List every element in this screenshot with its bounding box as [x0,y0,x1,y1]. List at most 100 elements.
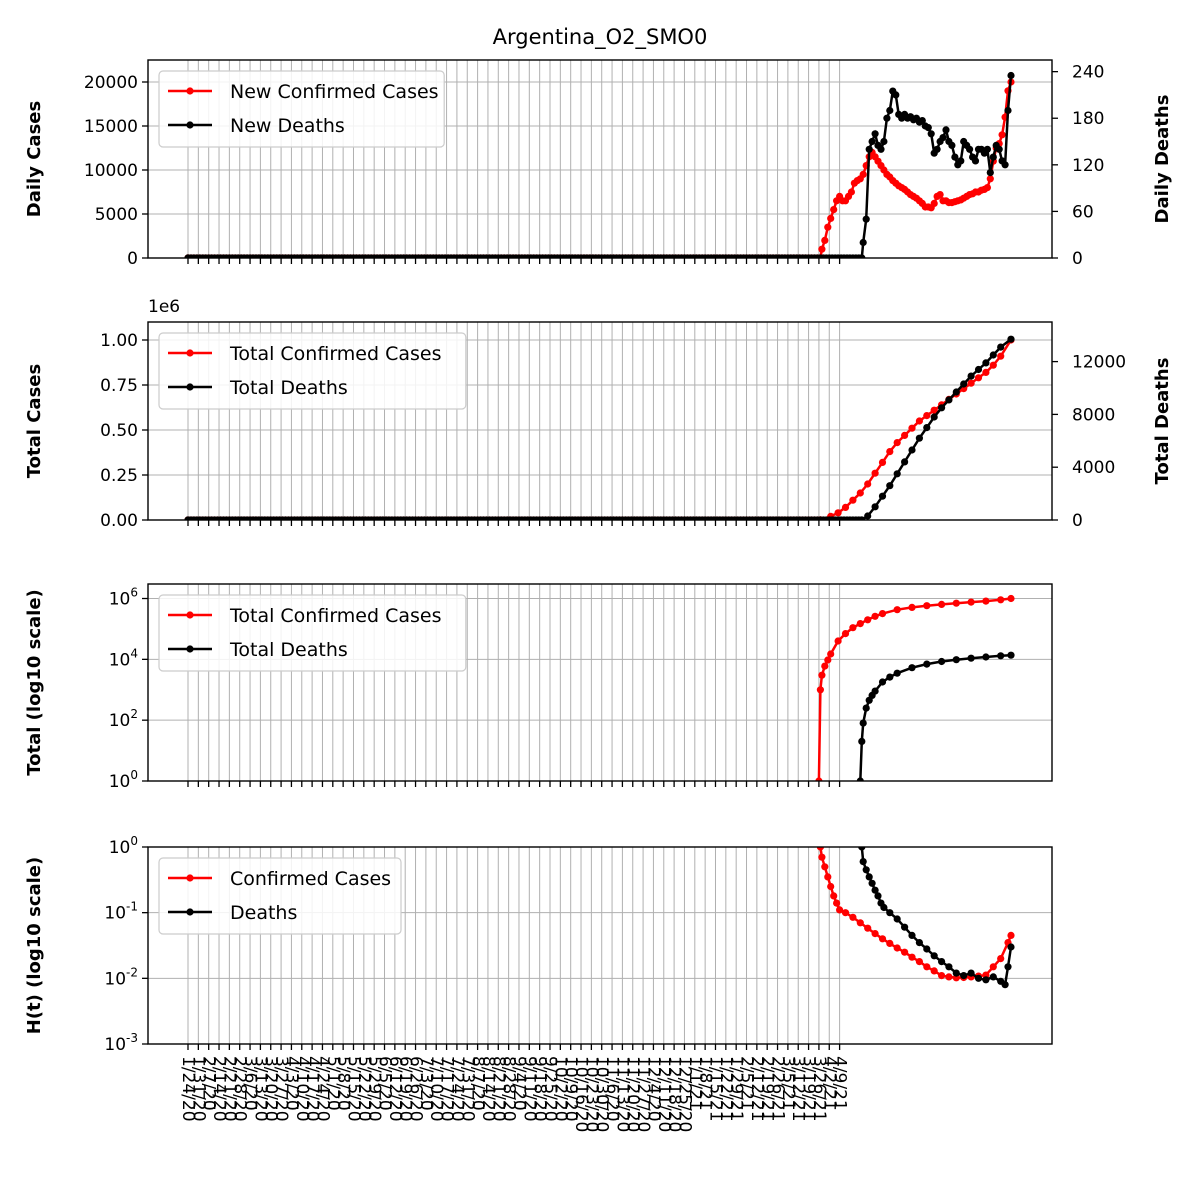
y-tick-label: 15000 [84,117,138,137]
date-tick-label: 8/28/20 [499,1056,519,1122]
y2-axis-label: Total Deaths [1152,358,1173,485]
date-tick-label: 6/19/20 [395,1056,415,1122]
data-point [883,114,891,122]
data-point [927,130,935,138]
data-point [893,944,901,952]
data-point [986,169,994,177]
plot-frame [147,59,1053,259]
data-point [833,899,841,907]
data-point [878,458,887,466]
data-point [942,126,950,134]
date-tick-label: 2/26/21 [768,1056,788,1122]
data-point [945,963,953,971]
data-point [952,599,960,607]
data-point [871,612,879,620]
date-tick-label: 5/1/20 [323,1056,343,1111]
legend-marker [186,383,194,391]
panel-2: 0.00 0.25 0.50 0.75 1.00 0 4000 8000 12000 Total … [24,297,1173,531]
data-point [967,598,975,606]
y-tick-label: 20000 [84,73,138,93]
legend: Total Confirmed Cases Total Deaths [158,594,467,672]
date-tick-label: 9/25/20 [540,1056,560,1122]
y2-tick-label: 12000 [1072,353,1126,373]
date-tick-label: 12/25/20 [674,1056,694,1132]
panel-3: 100 102 104 106 Total (log10 scale) Total Con… [24,583,1053,792]
data-point [893,915,901,923]
data-point [818,853,826,861]
data-point [997,352,1005,360]
date-tick-label: 3/12/21 [788,1056,808,1122]
series-line [188,338,1012,520]
data-point [818,245,826,253]
data-point [824,656,832,664]
y-tick-label: 5000 [95,205,138,225]
data-point [930,413,938,421]
data-point [824,873,832,881]
data-point [967,654,975,662]
date-tick-label: 10/30/20 [592,1056,612,1132]
legend-entry: New Confirmed Cases [230,81,439,103]
y-tick-label: 102 [109,707,138,731]
date-tick-label: 10/16/20 [571,1056,591,1132]
date-tick-label: 10/2/20 [550,1056,570,1122]
data-point [830,892,838,900]
data-point [918,117,926,125]
data-point [856,919,864,927]
data-point [871,130,879,138]
data-point [849,496,857,504]
data-point [864,512,872,520]
data-point [974,974,983,982]
legend-entry: Deaths [230,902,297,924]
y-axis-label: Total Cases [24,364,45,478]
data-point [982,368,990,376]
data-point [859,170,867,178]
data-point [915,958,924,966]
data-point [834,637,842,645]
data-point [862,215,870,223]
data-point [901,458,909,466]
data-point [858,516,866,520]
data-point [892,91,900,99]
date-tick-label: 2/19/21 [757,1056,777,1122]
data-point [858,847,866,851]
y-axis-label: Total (log10 scale) [24,589,45,776]
data-point [923,424,931,432]
chart-title: Argentina_O2_SMO0 [493,25,708,50]
y-tick-label: 10-2 [104,965,138,989]
data-point [915,939,924,947]
data-point [1001,981,1009,989]
data-point [827,882,835,891]
data-point [998,131,1006,139]
series-line [817,597,1012,781]
data-point [878,610,887,618]
data-point [871,930,879,938]
data-point [841,909,850,917]
data-point [967,969,975,977]
data-point [967,372,975,380]
data-point [901,948,909,956]
data-point [827,214,835,222]
data-point [834,509,842,517]
date-tick-label: 3/13/20 [250,1056,270,1122]
data-point [983,184,992,192]
date-tick-label: 3/5/21 [778,1056,798,1111]
data-point [930,199,938,207]
data-point [1007,71,1015,80]
date-tick-label: 3/20/20 [261,1056,281,1122]
data-point [864,616,872,624]
y-tick-label: 0.75 [100,376,138,396]
data-point [816,847,824,851]
legend-marker [186,908,194,916]
data-point [915,434,924,442]
data-point [893,439,901,447]
data-point [952,656,960,664]
data-point [871,469,879,477]
data-point [908,603,916,612]
data-point [982,976,990,984]
data-point [936,191,944,199]
series-deaths [184,71,1015,258]
date-tick-label: 9/11/20 [519,1056,539,1122]
date-tick-label: 10/9/20 [561,1056,581,1122]
data-point [945,973,953,981]
data-point [886,673,894,681]
